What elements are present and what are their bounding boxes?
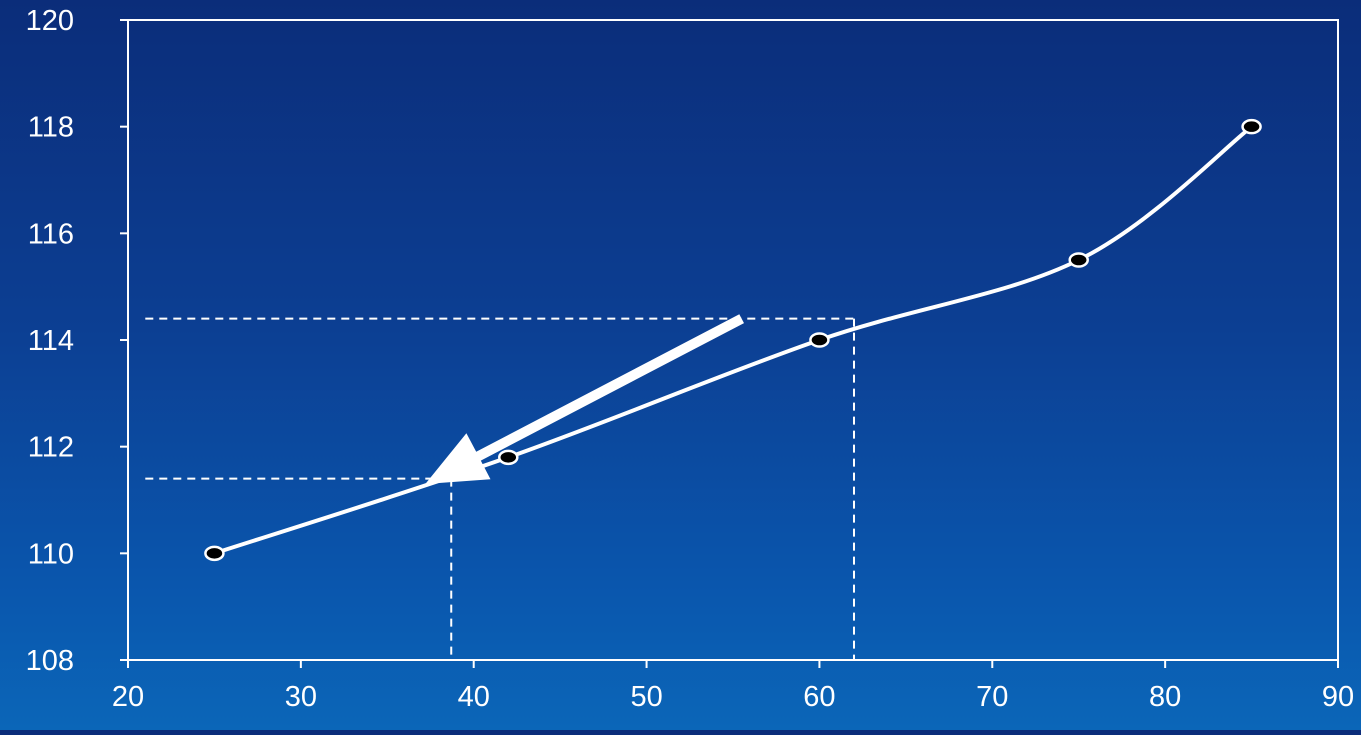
x-tick-label: 80 <box>1149 681 1181 713</box>
plot-frame <box>127 19 1339 661</box>
y-tick-label: 116 <box>28 218 74 250</box>
x-tick-label: 70 <box>976 681 1008 713</box>
series-line <box>212 124 1254 556</box>
y-tick-label: 112 <box>28 432 74 464</box>
data-point <box>1241 118 1262 135</box>
y-tick-label: 108 <box>26 645 74 677</box>
data-points <box>204 118 1262 562</box>
y-tick-label: 120 <box>26 5 74 37</box>
x-tick-label: 30 <box>285 681 317 713</box>
y-tick-label: 118 <box>28 112 74 144</box>
arrow-shape <box>425 314 744 484</box>
y-tick-label: 114 <box>28 325 74 357</box>
x-tick-label: 50 <box>630 681 662 713</box>
x-tick-label: 20 <box>112 681 144 713</box>
y-tick-label: 110 <box>28 538 74 570</box>
trend-arrow <box>425 314 744 484</box>
data-point <box>204 545 225 562</box>
guide-lines <box>145 317 855 660</box>
x-tick-label: 90 <box>1322 681 1354 713</box>
x-tick-label: 60 <box>803 681 835 713</box>
x-tick-label: 40 <box>458 681 490 713</box>
data-point <box>809 332 830 348</box>
data-point <box>498 449 519 466</box>
axes: 20 30 40 50 60 70 80 90 108 110 112 114 116 118 120 <box>26 5 1355 713</box>
series-line-path <box>212 124 1254 556</box>
data-point <box>1068 252 1089 268</box>
